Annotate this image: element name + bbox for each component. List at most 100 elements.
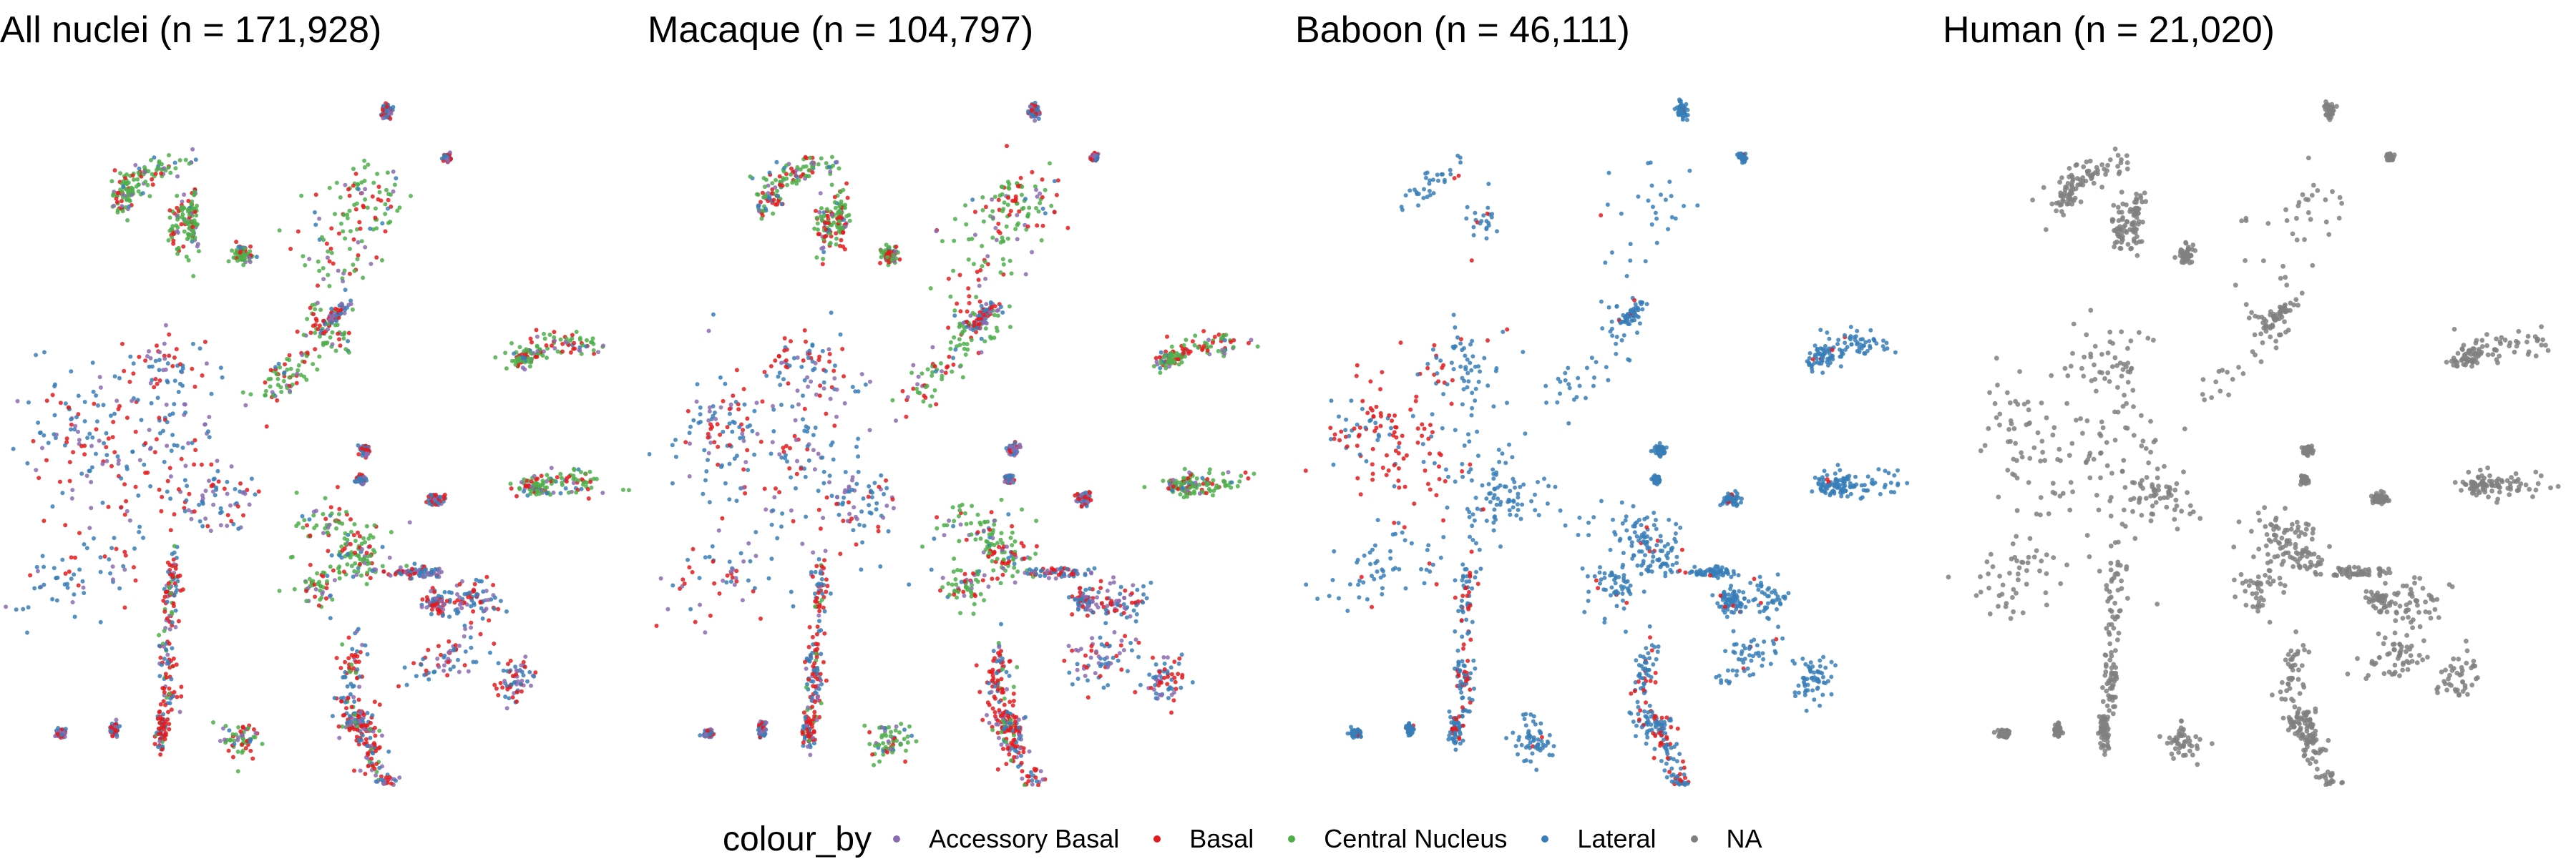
scatter-point (789, 475, 794, 480)
scatter-point (1246, 476, 1251, 481)
scatter-point (820, 348, 825, 353)
scatter-point (268, 368, 273, 373)
scatter-point (444, 599, 449, 604)
scatter-point (143, 471, 148, 475)
scatter-point (816, 629, 821, 634)
scatter-point (1200, 346, 1205, 351)
scatter-point (805, 375, 810, 380)
scatter-point (360, 733, 365, 738)
scatter-point (801, 740, 806, 745)
scatter-point (179, 369, 183, 374)
scatter-point (327, 259, 332, 264)
scatter-point (940, 585, 945, 590)
scatter-point (818, 526, 823, 531)
scatter-point (1166, 486, 1171, 491)
scatter-point (755, 431, 760, 436)
scatter-point (1094, 649, 1099, 654)
scatter-point (702, 448, 707, 453)
scatter-point (1005, 236, 1010, 241)
scatter-point (958, 363, 963, 368)
scatter-point (452, 647, 457, 652)
scatter-point (718, 405, 723, 410)
scatter-point (999, 730, 1004, 735)
scatter-point (337, 337, 341, 342)
scatter-point (1096, 654, 1101, 659)
scatter-point (816, 507, 821, 512)
scatter-point (380, 564, 385, 569)
scatter-point (1182, 466, 1187, 471)
scatter-point (998, 581, 1003, 586)
scatter-point (130, 173, 135, 178)
scatter-point (317, 354, 322, 359)
scatter-point (318, 334, 322, 339)
scatter-point (94, 427, 99, 432)
scatter-point (216, 479, 221, 484)
scatter-point (236, 725, 241, 730)
scatter-point (321, 266, 326, 270)
scatter-point (231, 255, 236, 260)
scatter-point (814, 717, 819, 722)
scatter-point (1128, 641, 1133, 645)
scatter-point (861, 496, 866, 501)
scatter-point (206, 429, 210, 434)
scatter-point (351, 262, 356, 267)
scatter-point (1005, 544, 1009, 549)
scatter-point (1184, 338, 1189, 343)
scatter-point (137, 355, 142, 359)
scatter-point (1040, 777, 1045, 782)
scatter-point (69, 417, 74, 422)
scatter-point (141, 536, 146, 540)
scatter-point (1123, 588, 1128, 593)
scatter-point (806, 426, 811, 431)
scatter-point (221, 726, 225, 731)
scatter-point (769, 191, 774, 196)
scatter-point (1180, 347, 1185, 352)
scatter-point (389, 205, 394, 209)
scatter-point (186, 222, 191, 227)
scatter-point (1017, 209, 1022, 214)
scatter-point (827, 359, 832, 364)
scatter-point (243, 746, 248, 751)
scatter-point (795, 165, 800, 170)
scatter-point (63, 571, 68, 576)
scatter-point (814, 632, 819, 637)
scatter-point (969, 338, 974, 343)
scatter-point (596, 350, 600, 355)
scatter-point (867, 428, 872, 433)
scatter-point (781, 446, 786, 451)
scatter-point (175, 694, 180, 699)
scatter-point (545, 473, 550, 478)
scatter-point (1085, 607, 1090, 612)
scatter-point (81, 585, 86, 590)
scatter-point (82, 419, 87, 423)
scatter-point (1161, 478, 1166, 483)
scatter-point (180, 587, 185, 592)
scatter-point (338, 221, 343, 226)
scatter-point (167, 153, 171, 157)
scatter-point (734, 368, 739, 373)
scatter-point (806, 644, 811, 649)
scatter-point (163, 323, 168, 328)
scatter-point (933, 369, 938, 374)
scatter-point (758, 617, 763, 621)
scatter-point (329, 250, 334, 255)
scatter-point (112, 536, 117, 541)
scatter-point (180, 366, 185, 371)
scatter-point (982, 260, 987, 265)
scatter-point (492, 642, 497, 646)
scatter-point (563, 486, 568, 491)
scatter-point (109, 729, 114, 733)
scatter-point (854, 444, 859, 449)
scatter-point (157, 739, 162, 744)
scatter-point (341, 212, 346, 217)
scatter-point (1170, 687, 1174, 691)
scatter-point (1158, 370, 1163, 375)
scatter-point (832, 376, 837, 381)
scatter-point (203, 422, 208, 427)
scatter-point (838, 332, 843, 337)
scatter-point (948, 346, 953, 351)
scatter-point (930, 373, 935, 378)
scatter-point (1153, 691, 1158, 696)
scatter-point (82, 542, 87, 546)
scatter-point (469, 645, 474, 650)
